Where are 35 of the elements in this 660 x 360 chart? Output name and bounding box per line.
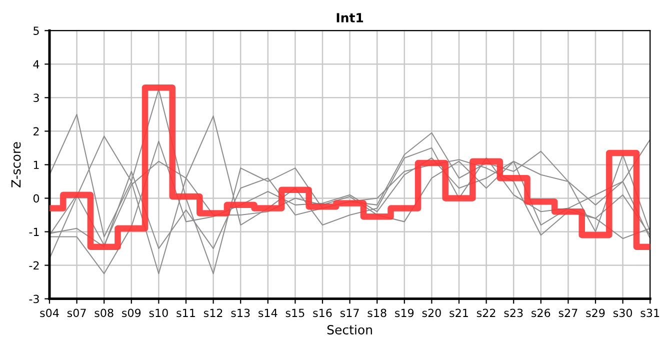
y-tick-label: -2: [29, 261, 39, 270]
y-tick-label: 0: [33, 194, 40, 203]
x-axis-title: Section: [327, 324, 372, 335]
y-axis-title: Z-score: [11, 142, 21, 188]
y-tick-label: 1: [34, 160, 39, 169]
x-tick-label: s26: [532, 308, 550, 318]
x-tick-label: s29: [586, 308, 605, 318]
y-tick-label: 3: [34, 94, 39, 102]
x-tick-label: s19: [395, 308, 414, 318]
x-tick-label: s13: [231, 308, 250, 318]
x-tick-label: s31: [640, 308, 660, 318]
x-tick-label: s09: [122, 308, 141, 318]
x-tick-label: s04: [40, 308, 59, 318]
x-tick-label: s07: [67, 308, 86, 318]
x-tick-label: s23: [504, 308, 523, 318]
x-tick-label: s20: [422, 308, 441, 318]
x-tick-label: s18: [368, 308, 386, 318]
x-tick-label: s10: [149, 308, 168, 318]
x-tick-label: s17: [340, 308, 359, 318]
y-tick-label: -3: [29, 294, 39, 304]
x-tick-label: s15: [286, 308, 304, 318]
y-tick-label: 2: [34, 127, 39, 136]
x-tick-label: s21: [450, 308, 468, 318]
x-tick-label: s22: [476, 308, 496, 318]
x-tick-label: s14: [258, 308, 278, 318]
x-tick-label: s16: [313, 308, 332, 318]
x-tick-label: s08: [94, 308, 114, 318]
y-tick-label: -1: [29, 228, 39, 236]
x-tick-label: s12: [204, 308, 222, 318]
y-tick-label: 5: [34, 26, 39, 35]
x-tick-label: s30: [613, 308, 632, 318]
x-tick-label: s27: [558, 308, 578, 318]
y-tick-label: 4: [33, 60, 40, 68]
x-tick-label: s11: [176, 308, 195, 318]
chart-title: Int1: [336, 13, 364, 22]
